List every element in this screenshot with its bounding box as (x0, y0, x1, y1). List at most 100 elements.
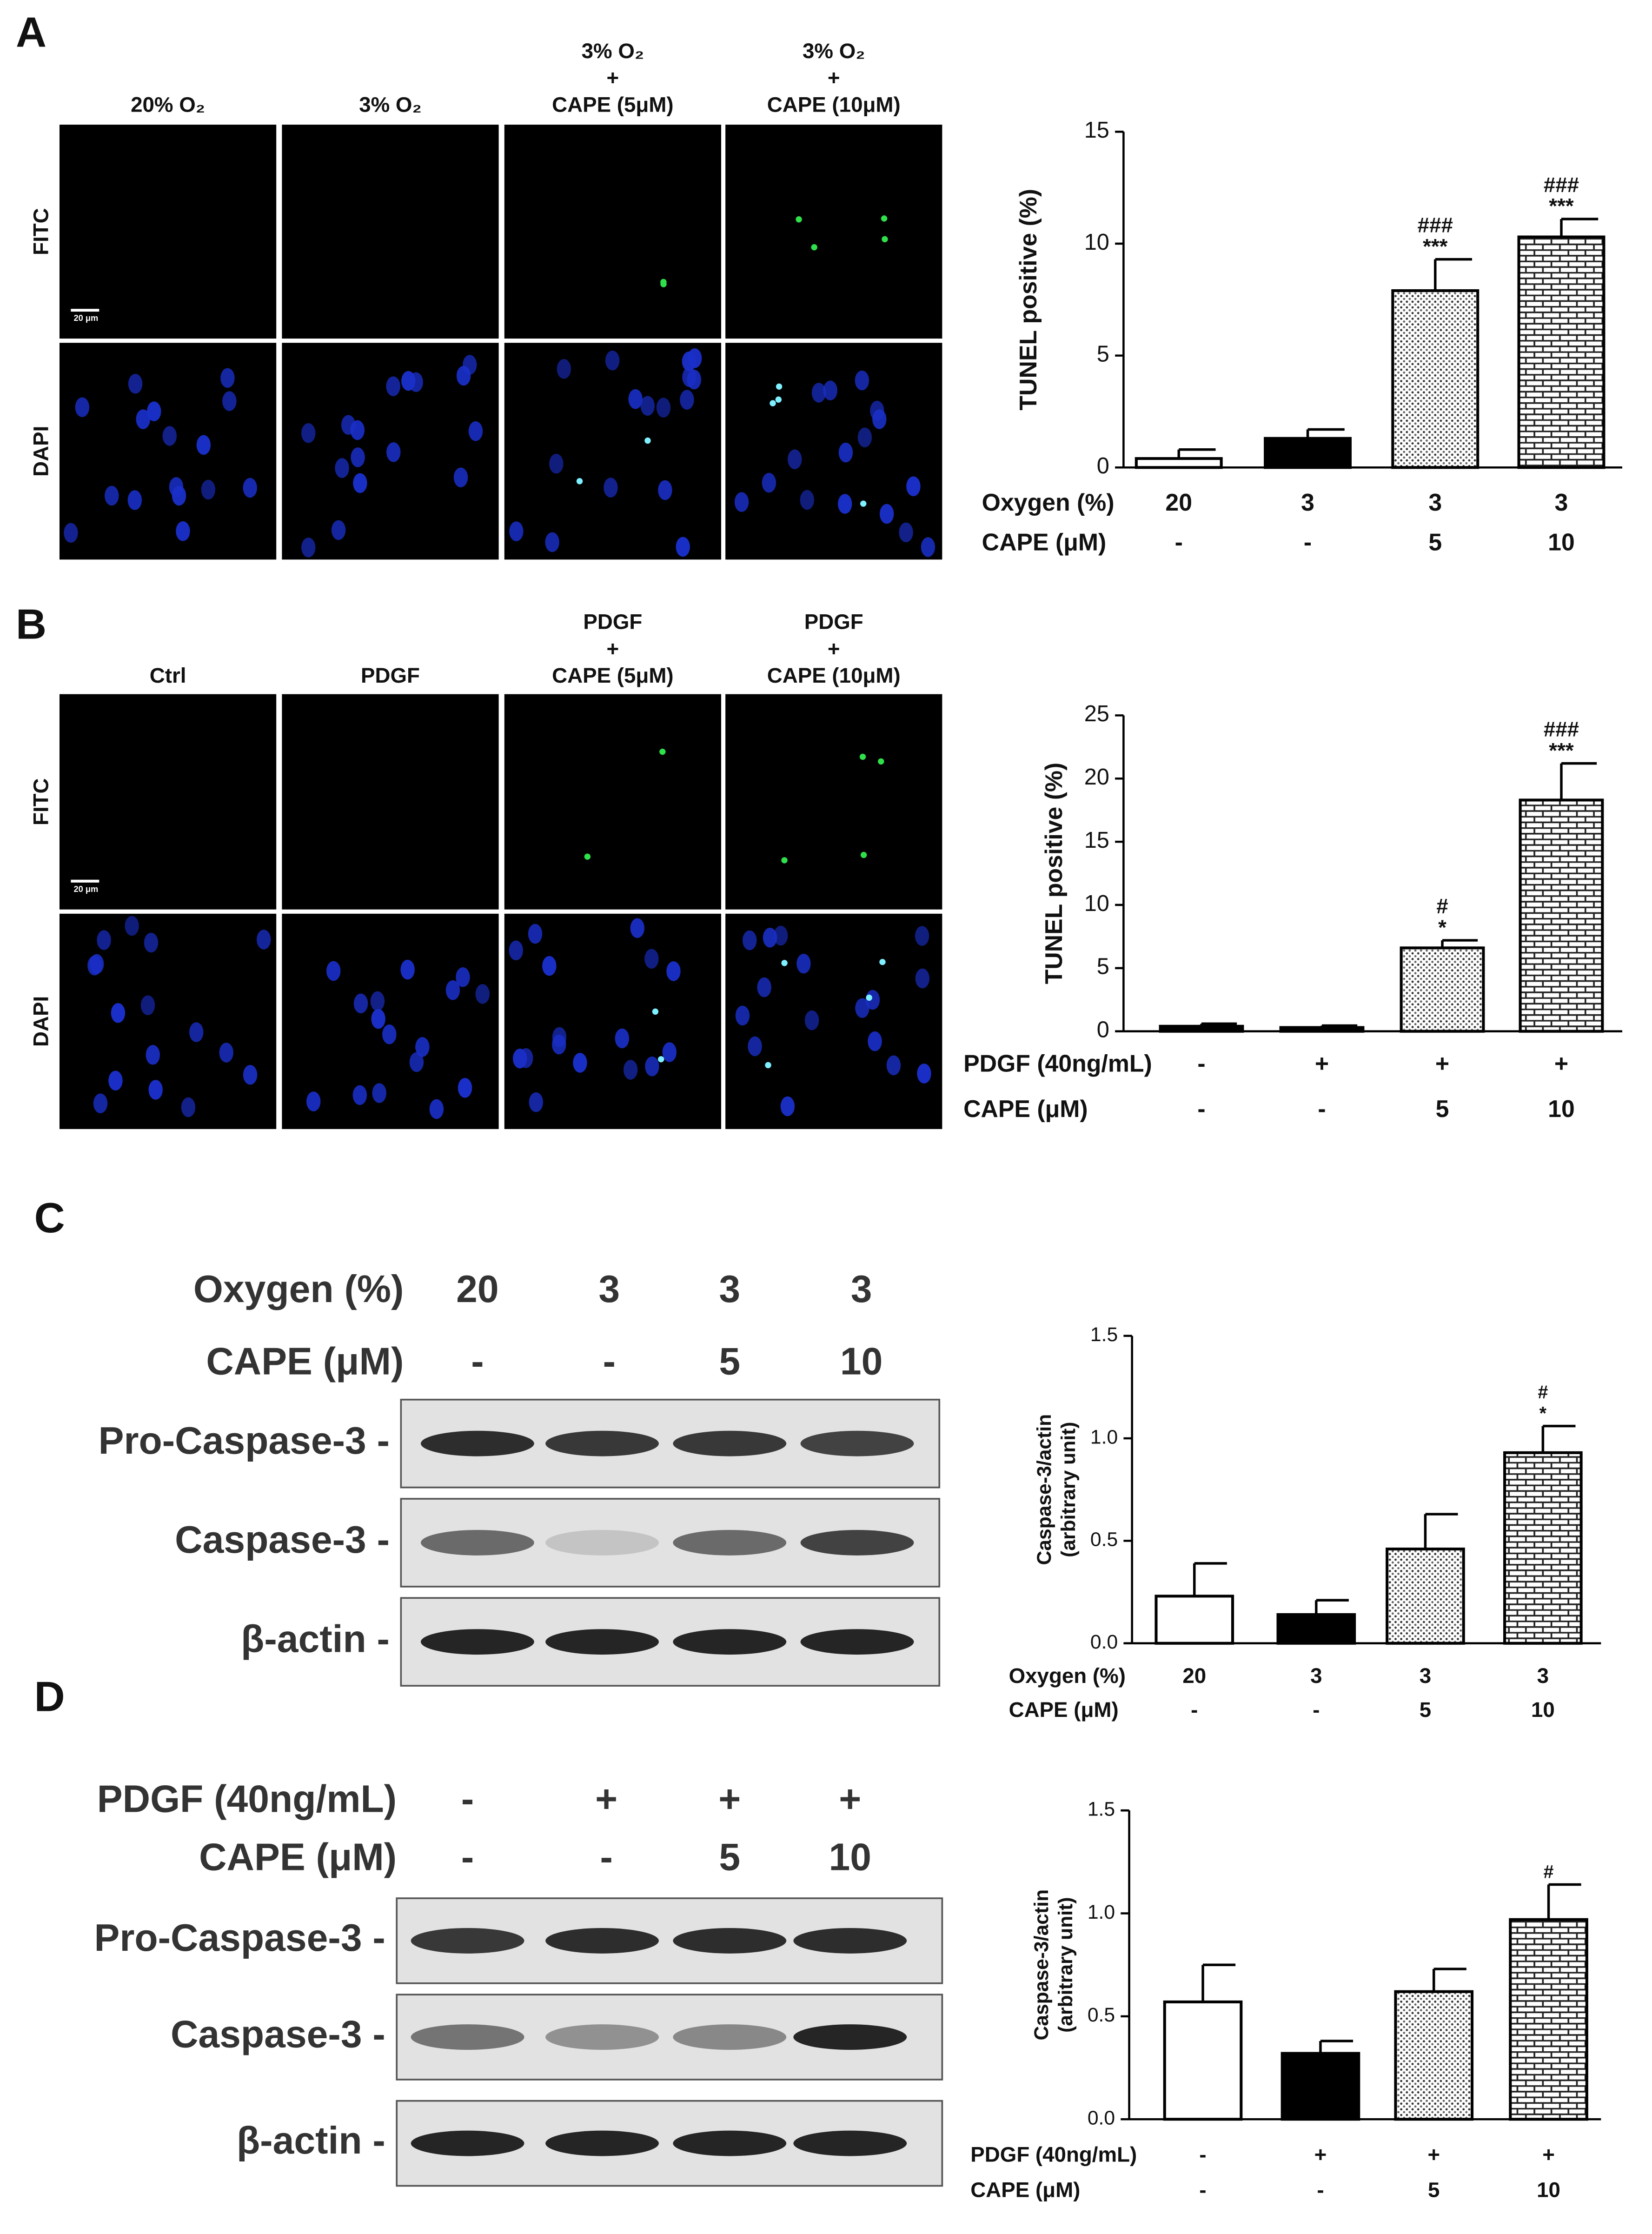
x-tick-label: + (1314, 2143, 1327, 2167)
nucleus (518, 1048, 533, 1068)
condition-value: 10 (829, 1836, 872, 1879)
x-tick-label: - (1199, 2143, 1206, 2167)
column-header: + (607, 66, 619, 90)
x-row-label: CAPE (μM) (970, 2178, 1080, 2202)
nucleus (111, 1003, 126, 1023)
micrograph-image (504, 913, 722, 1129)
x-row-label: Oxygen (%) (982, 489, 1115, 516)
nucleus (780, 1096, 795, 1117)
nucleus (542, 956, 557, 976)
nucleus (811, 383, 826, 403)
bar (1280, 2052, 1360, 2121)
band-label: Pro-Caspase-3 - (94, 1917, 385, 1959)
condition-value: + (595, 1778, 617, 1821)
apoptotic-cell (811, 244, 817, 251)
x-tick-label: 20 (1182, 1664, 1206, 1688)
nucleus (628, 389, 643, 409)
apoptotic-cell (882, 236, 888, 243)
y-tick-label: 5 (1097, 954, 1109, 979)
nucleus (108, 1070, 123, 1091)
blot-band (793, 2024, 907, 2050)
x-tick-label: 3 (1555, 489, 1568, 516)
y-axis-label: (arbitrary unit) (1057, 1422, 1080, 1557)
apoptotic-cell (860, 500, 867, 507)
y-tick-label: 0.5 (1088, 2004, 1115, 2026)
micrograph-image (59, 125, 277, 339)
x-tick-label: 10 (1537, 2178, 1560, 2202)
micrograph-image (725, 913, 942, 1129)
nucleus (128, 373, 143, 394)
apoptotic-cell (660, 281, 667, 287)
nucleus (136, 409, 150, 429)
nucleus (351, 447, 365, 467)
nucleus (748, 1036, 762, 1057)
apoptotic-cell (770, 400, 776, 406)
nucleus (915, 926, 929, 946)
nucleus (676, 537, 690, 557)
nucleus (837, 494, 852, 514)
column-header: CAPE (5μM) (552, 93, 674, 117)
blot-band (421, 1430, 534, 1456)
apoptotic-cell (644, 437, 651, 444)
nucleus (804, 1010, 819, 1031)
nucleus (301, 538, 316, 558)
blot-band (421, 1529, 534, 1556)
nucleus (757, 977, 771, 997)
condition-value: + (718, 1778, 741, 1821)
y-axis-label: TUNEL positive (%) (1015, 189, 1042, 411)
significance-mark: # (1436, 894, 1448, 918)
x-tick-label: 5 (1428, 2178, 1440, 2202)
nucleus (682, 351, 697, 372)
nucleus (386, 442, 401, 462)
x-tick-label: + (1315, 1050, 1329, 1077)
x-tick-label: - (1197, 1095, 1205, 1122)
x-tick-label: - (1191, 1698, 1198, 1722)
significance-mark: * (1438, 916, 1446, 939)
nucleus (773, 925, 788, 946)
significance-mark: ### (1544, 173, 1579, 197)
bar (1394, 1990, 1474, 2121)
nucleus (868, 1031, 882, 1051)
x-tick-label: - (1317, 2178, 1324, 2202)
nucleus (475, 984, 490, 1004)
nucleus (762, 472, 776, 493)
y-axis-label: Caspase-3/actin (1030, 1889, 1053, 2041)
micrograph-image (504, 694, 722, 910)
nucleus (742, 930, 757, 951)
significance-mark: # (1544, 1862, 1554, 1882)
column-header: 3% O₂ (359, 93, 422, 117)
x-tick-label: + (1435, 1050, 1449, 1077)
apoptotic-cell (781, 960, 788, 966)
nucleus (573, 1053, 587, 1073)
blot-band (800, 1430, 914, 1456)
y-tick-label: 1.5 (1090, 1323, 1118, 1346)
nucleus (146, 1045, 160, 1065)
nucleus (735, 1005, 750, 1026)
significance-mark: ### (1544, 718, 1579, 741)
band-label: Caspase-3 - (175, 1519, 390, 1561)
column-header: + (828, 637, 840, 660)
x-tick-label: 3 (1420, 1664, 1431, 1688)
nucleus (331, 520, 346, 540)
apoptotic-cell (781, 857, 788, 864)
panel-label: D (34, 1673, 65, 1721)
scale-bar-label: 20 μm (73, 313, 98, 323)
nucleus (857, 427, 872, 448)
y-tick-label: 20 (1084, 765, 1109, 790)
nucleus (838, 442, 853, 463)
nucleus (176, 521, 190, 541)
nucleus (105, 485, 119, 506)
band-label: Pro-Caspase-3 - (99, 1420, 390, 1462)
column-header: PDGF (583, 610, 642, 633)
significance-mark: * (1539, 1403, 1547, 1424)
nucleus (189, 1022, 204, 1042)
nucleus (552, 1034, 566, 1055)
condition-value: 3 (719, 1268, 740, 1310)
y-tick-label: 15 (1084, 118, 1109, 143)
panel-label: A (16, 8, 46, 56)
scale-bar-label: 20 μm (73, 884, 98, 894)
x-tick-label: 3 (1428, 489, 1442, 516)
nucleus (172, 485, 186, 506)
blot-band (673, 1529, 787, 1556)
apoptotic-cell (652, 1008, 659, 1015)
